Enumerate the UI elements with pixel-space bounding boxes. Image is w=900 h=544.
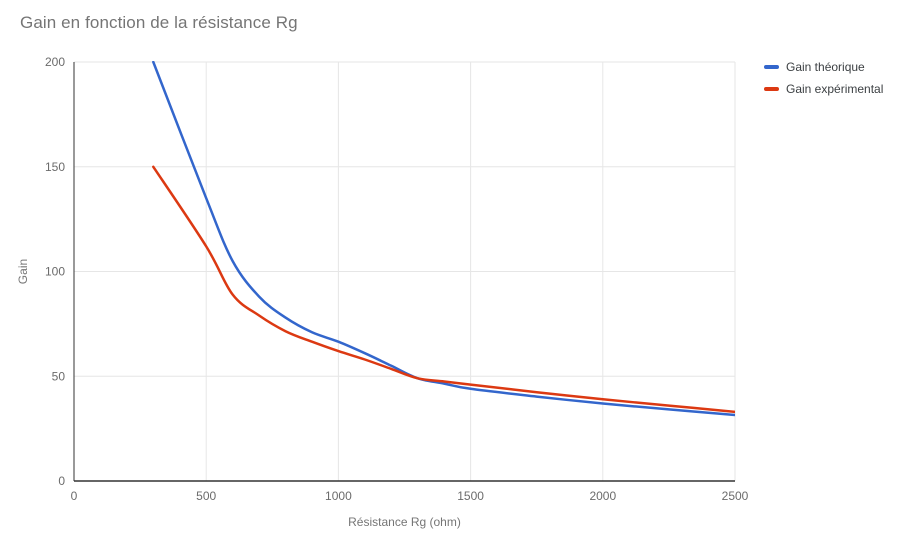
- x-tick-label-2500: 2500: [722, 489, 749, 503]
- legend-swatch-gain-theorique: [764, 65, 779, 69]
- x-tick-label-2000: 2000: [589, 489, 616, 503]
- x-tick-label-1000: 1000: [325, 489, 352, 503]
- y-tick-label-50: 50: [52, 369, 66, 383]
- legend-item-gain-experimental[interactable]: Gain expérimental: [764, 78, 883, 100]
- y-tick-label-100: 100: [45, 265, 65, 279]
- chart-legend: Gain théorique Gain expérimental: [764, 56, 883, 100]
- x-tick-label-1500: 1500: [457, 489, 484, 503]
- series-line-gain-theorique[interactable]: [152, 61, 735, 417]
- x-tick-label-0: 0: [71, 489, 78, 503]
- legend-swatch-gain-experimental: [764, 87, 779, 91]
- legend-label-gain-theorique: Gain théorique: [786, 60, 865, 74]
- series-line-gain-experimental[interactable]: [152, 165, 735, 414]
- x-tick-label-500: 500: [196, 489, 216, 503]
- y-tick-label-200: 200: [45, 55, 65, 69]
- y-tick-label-150: 150: [45, 160, 65, 174]
- legend-item-gain-theorique[interactable]: Gain théorique: [764, 56, 883, 78]
- legend-label-gain-experimental: Gain expérimental: [786, 82, 884, 96]
- chart-title: Gain en fonction de la résistance Rg: [20, 13, 298, 32]
- x-axis-title: Résistance Rg (ohm): [348, 515, 461, 529]
- y-tick-label-0: 0: [58, 474, 65, 488]
- y-axis-title: Gain: [16, 259, 30, 284]
